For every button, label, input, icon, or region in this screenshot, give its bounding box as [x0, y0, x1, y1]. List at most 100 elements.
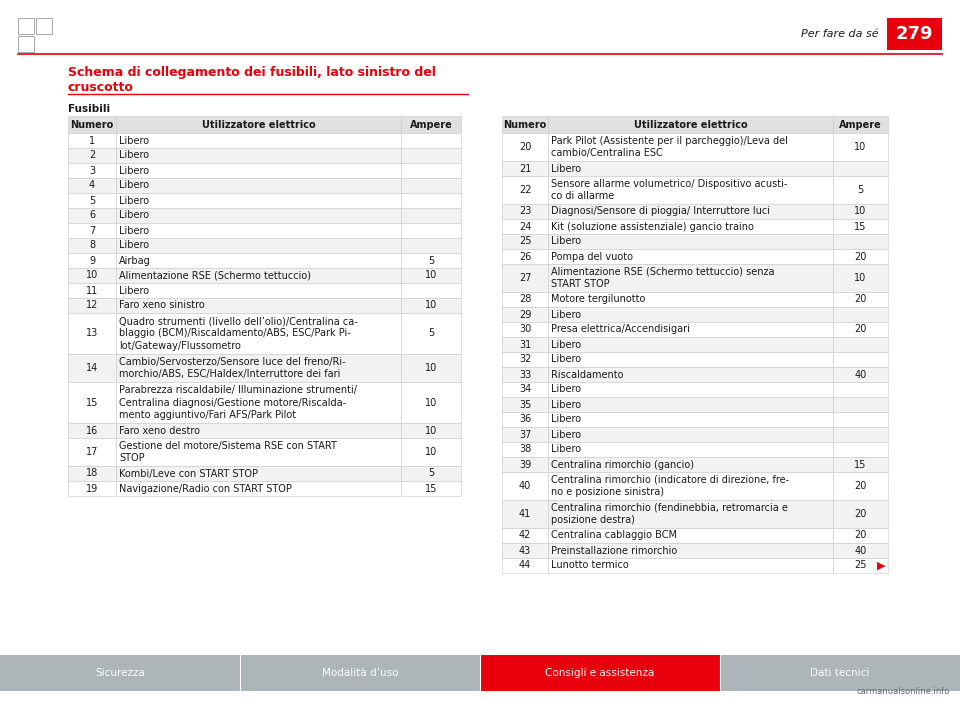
Text: 10: 10 — [854, 142, 867, 152]
Bar — [833, 442, 888, 457]
Bar — [548, 367, 833, 382]
Text: 20: 20 — [854, 325, 867, 334]
Bar — [548, 472, 833, 500]
Bar — [68, 253, 116, 268]
Bar — [887, 18, 942, 50]
Bar — [833, 500, 888, 528]
Text: ▶: ▶ — [876, 561, 885, 571]
Text: 44: 44 — [518, 561, 531, 571]
Bar — [68, 382, 116, 423]
Text: 33: 33 — [518, 369, 531, 379]
Bar — [401, 193, 461, 208]
Text: Modalità d’uso: Modalità d’uso — [322, 668, 398, 678]
Text: Pompa del vuoto: Pompa del vuoto — [551, 252, 633, 261]
Bar — [68, 268, 116, 283]
Text: 11: 11 — [85, 285, 98, 296]
Text: 5: 5 — [428, 468, 434, 479]
Text: 27: 27 — [518, 273, 531, 283]
Bar — [116, 223, 401, 238]
Bar — [502, 249, 548, 264]
Bar — [68, 133, 116, 148]
Bar — [833, 234, 888, 249]
Bar — [548, 528, 833, 543]
Bar — [68, 148, 116, 163]
Bar — [833, 412, 888, 427]
Bar — [116, 313, 401, 354]
Text: Ampere: Ampere — [410, 119, 452, 130]
Text: Alimentazione RSE (Schermo tettuccio): Alimentazione RSE (Schermo tettuccio) — [119, 271, 311, 280]
Text: Faro xeno destro: Faro xeno destro — [119, 426, 200, 435]
Text: 5: 5 — [428, 255, 434, 266]
Bar — [68, 208, 116, 223]
Text: 5: 5 — [857, 185, 864, 195]
Text: Parabrezza riscaldabile/ Illuminazione strumenti/
Centralina diagnosi/Gestione m: Parabrezza riscaldabile/ Illuminazione s… — [119, 385, 357, 420]
Bar — [401, 313, 461, 354]
Bar — [68, 313, 116, 354]
Bar — [116, 178, 401, 193]
Bar — [833, 133, 888, 161]
Bar — [502, 442, 548, 457]
Bar — [833, 204, 888, 219]
Bar — [833, 528, 888, 543]
Bar — [116, 148, 401, 163]
Bar — [548, 427, 833, 442]
Text: Faro xeno sinistro: Faro xeno sinistro — [119, 301, 204, 311]
Text: 12: 12 — [85, 301, 98, 311]
Text: Libero: Libero — [551, 355, 581, 365]
Text: 10: 10 — [425, 447, 437, 457]
Text: 24: 24 — [518, 222, 531, 231]
Bar — [548, 219, 833, 234]
Text: Diagnosi/Sensore di pioggia/ Interruttore luci: Diagnosi/Sensore di pioggia/ Interruttor… — [551, 207, 770, 217]
Bar — [548, 161, 833, 176]
Bar — [68, 178, 116, 193]
Text: Riscaldamento: Riscaldamento — [551, 369, 623, 379]
Text: Libero: Libero — [119, 165, 149, 175]
Bar — [401, 283, 461, 298]
Bar — [833, 219, 888, 234]
Bar — [68, 223, 116, 238]
Text: Park Pilot (Assistente per il parcheggio)/Leva del
cambio/Centralina ESC: Park Pilot (Assistente per il parcheggio… — [551, 136, 788, 158]
Text: Kit (soluzione assistenziale) gancio traino: Kit (soluzione assistenziale) gancio tra… — [551, 222, 754, 231]
Bar — [401, 354, 461, 382]
Text: 29: 29 — [518, 310, 531, 320]
Bar — [548, 133, 833, 161]
Text: 37: 37 — [518, 430, 531, 440]
Bar — [833, 161, 888, 176]
Text: Libero: Libero — [551, 385, 581, 395]
Text: Schema di collegamento dei fusibili, lato sinistro del: Schema di collegamento dei fusibili, lat… — [68, 66, 436, 79]
Bar — [401, 238, 461, 253]
Bar — [502, 292, 548, 307]
Bar — [548, 352, 833, 367]
Bar — [502, 352, 548, 367]
Bar — [68, 423, 116, 438]
Bar — [401, 382, 461, 423]
Bar — [240, 655, 480, 691]
Bar — [116, 208, 401, 223]
Text: carmanualsonline.info: carmanualsonline.info — [856, 687, 950, 696]
Bar — [116, 354, 401, 382]
Text: Gestione del motore/Sistema RSE con START
STOP: Gestione del motore/Sistema RSE con STAR… — [119, 441, 337, 463]
Bar — [116, 238, 401, 253]
Text: 15: 15 — [85, 397, 98, 407]
Text: Numero: Numero — [70, 119, 113, 130]
Bar — [116, 133, 401, 148]
Bar — [502, 382, 548, 397]
Text: Libero: Libero — [119, 226, 149, 236]
Bar — [502, 176, 548, 204]
Text: 30: 30 — [518, 325, 531, 334]
Bar — [401, 133, 461, 148]
Text: Utilizzatore elettrico: Utilizzatore elettrico — [634, 119, 747, 130]
Bar — [502, 116, 548, 133]
Bar — [401, 268, 461, 283]
Text: 40: 40 — [854, 545, 867, 555]
Bar — [68, 193, 116, 208]
Text: 20: 20 — [854, 252, 867, 261]
Text: Dati tecnici: Dati tecnici — [810, 668, 870, 678]
Bar — [502, 264, 548, 292]
Bar — [548, 249, 833, 264]
Text: Libero: Libero — [551, 339, 581, 350]
Bar — [68, 283, 116, 298]
Bar — [68, 438, 116, 466]
Text: 10: 10 — [85, 271, 98, 280]
Bar — [833, 116, 888, 133]
